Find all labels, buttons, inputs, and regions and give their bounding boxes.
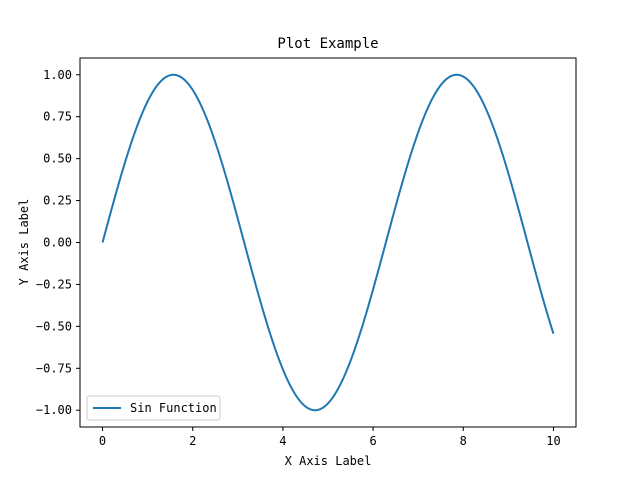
y-tick-label: 0.50 <box>43 152 72 166</box>
x-tick-label: 2 <box>189 434 196 448</box>
y-tick-label: −0.75 <box>36 361 72 375</box>
y-tick-label: 0.25 <box>43 194 72 208</box>
plot-frame <box>79 57 577 428</box>
x-axis-label: X Axis Label <box>285 454 372 468</box>
y-tick-label: 0.75 <box>43 110 72 124</box>
y-axis-label: Y Axis Label <box>17 199 31 286</box>
x-tick-label: 8 <box>460 434 467 448</box>
y-tick-label: 1.00 <box>43 68 72 82</box>
y-tick-label: −1.00 <box>36 403 72 417</box>
plot-area <box>101 73 555 412</box>
x-tick-label: 0 <box>99 434 106 448</box>
ticks-layer: 0 2 4 6 8 10 1.00 0.75 0.50 0.25 0.00 −0.25 −0.50 −0.… <box>36 68 561 448</box>
y-tick-label: −0.50 <box>36 319 72 333</box>
series-line-sin-function <box>101 73 555 412</box>
y-tick-label: −0.25 <box>36 277 72 291</box>
y-tick-label: 0.00 <box>43 236 72 250</box>
x-tick-label: 4 <box>279 434 286 448</box>
x-tick-label: 10 <box>546 434 560 448</box>
legend: Sin Function <box>86 395 221 421</box>
x-tick-label: 6 <box>369 434 376 448</box>
legend-box <box>86 395 221 421</box>
legend-label-sin-function: Sin Function <box>130 401 217 415</box>
chart-title: Plot Example <box>277 36 378 52</box>
